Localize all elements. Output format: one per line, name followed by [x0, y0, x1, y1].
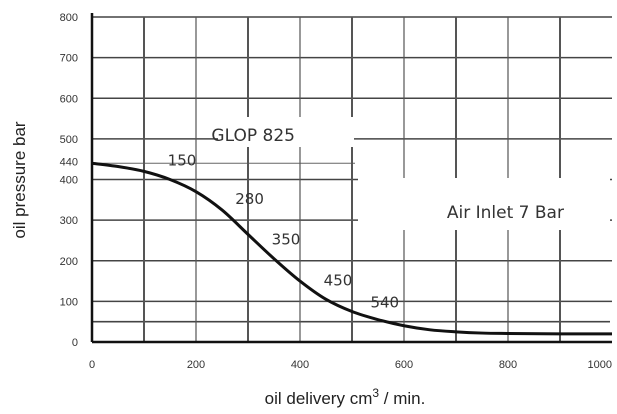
y-tick-label-800: 800 — [60, 12, 78, 24]
y-tick-label-100: 100 — [60, 296, 78, 308]
air-inlet-label: Air Inlet 7 Bar — [447, 203, 564, 223]
title-box-bg — [218, 117, 354, 147]
pressure-curve — [91, 161, 613, 336]
x-tick-label-0: 0 — [89, 359, 95, 371]
y-tick-label-300: 300 — [60, 215, 78, 227]
axes — [90, 13, 612, 344]
x-tick-label-1000: 1000 — [588, 359, 612, 371]
y-axis-title: oil pressure bar — [10, 121, 29, 239]
y-tick-label-200: 200 — [60, 256, 78, 268]
y-tick-label-440: 440 — [60, 156, 78, 168]
point-label-450: 450 — [324, 271, 353, 289]
y-tick-label-0: 0 — [72, 337, 78, 349]
point-label-540: 540 — [370, 294, 399, 312]
model-label: GLOP 825 — [211, 126, 295, 146]
air-inlet-box-bg — [358, 178, 610, 230]
x-tick-label-800: 800 — [499, 359, 517, 371]
y-tick-label-400: 400 — [60, 175, 78, 187]
x-axis-title-suffix: / min. — [379, 389, 425, 408]
annotations: GLOP 825 Air Inlet 7 Bar — [211, 126, 564, 223]
x-axis-title-superscript: 3 — [372, 386, 379, 400]
x-tick-label-200: 200 — [187, 359, 205, 371]
y-tick-label-600: 600 — [60, 93, 78, 105]
tick-labels: 0 100 200 300 400 500 600 700 800 440 0 200 400 600 80… — [60, 12, 612, 371]
y-tick-label-700: 700 — [60, 53, 78, 65]
point-label-280: 280 — [235, 190, 264, 208]
x-tick-label-400: 400 — [291, 359, 309, 371]
point-labels: 150 280 350 450 540 — [168, 152, 399, 312]
grid — [92, 16, 612, 342]
x-tick-label-600: 600 — [395, 359, 413, 371]
point-label-350: 350 — [272, 231, 301, 249]
point-label-150: 150 — [168, 152, 197, 170]
y-tick-label-500: 500 — [60, 134, 78, 146]
x-axis-title: oil delivery cm3 / min. — [265, 386, 426, 408]
